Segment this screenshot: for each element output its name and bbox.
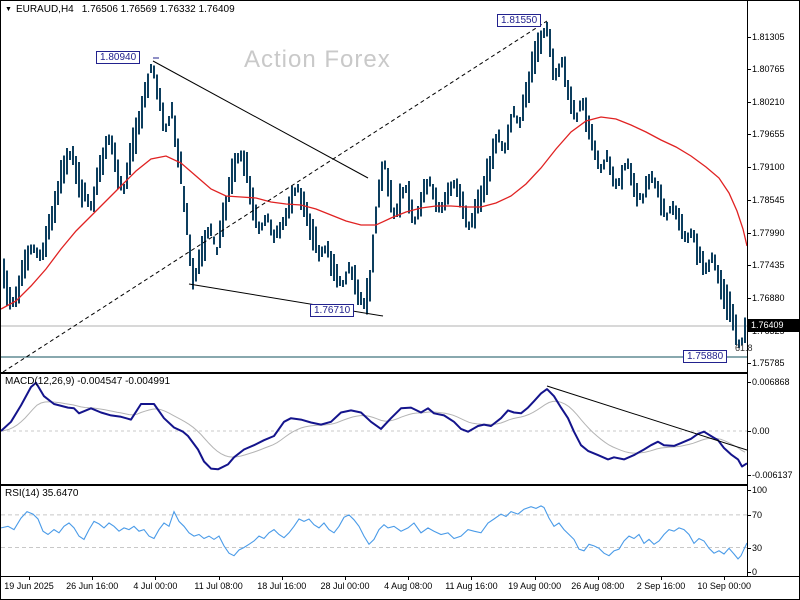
rsi-tick-label: 0 xyxy=(752,567,758,577)
axis-tick xyxy=(747,298,751,299)
axis-tick xyxy=(747,233,751,234)
time-tick-label: 18 Jul 16:00 xyxy=(257,581,307,591)
price-tick-label: 1.75785 xyxy=(752,358,785,368)
time-axis-tick xyxy=(598,577,599,580)
time-axis-tick xyxy=(92,577,93,580)
time-axis-tick xyxy=(155,577,156,580)
axis-tick xyxy=(747,37,751,38)
axis-tick xyxy=(747,69,751,70)
axis-tick xyxy=(747,102,751,103)
time-tick-label: 4 Jul 00:00 xyxy=(133,581,178,591)
ohlc-values: 1.76506 1.76569 1.76332 1.76409 xyxy=(81,4,235,15)
time-axis-tick xyxy=(282,577,283,580)
macd-pane[interactable] xyxy=(1,374,747,484)
axis-tick xyxy=(747,363,751,364)
annotation-low-1[interactable]: 1.76710 xyxy=(310,304,355,317)
time-axis-tick xyxy=(345,577,346,580)
current-price-box: 1.76409 xyxy=(748,319,799,332)
time-tick-label: 26 Aug 08:00 xyxy=(571,581,625,591)
macd-label: MACD(12,26,9) -0.004547 -0.004991 xyxy=(5,376,171,387)
rsi-tick-label: 70 xyxy=(752,510,763,520)
time-tick-label: 28 Jul 00:00 xyxy=(320,581,370,591)
rsi-label: RSI(14) 35.6470 xyxy=(5,488,79,499)
price-pane[interactable] xyxy=(1,1,747,372)
time-axis-tick xyxy=(219,577,220,580)
time-tick-label: 26 Jun 16:00 xyxy=(66,581,119,591)
price-tick-label: 1.79655 xyxy=(752,129,785,139)
time-tick-label: 19 Aug 00:00 xyxy=(508,581,562,591)
symbol-period: EURAUD,H4 xyxy=(15,4,74,15)
chart-title: ▼ EURAUD,H4 1.76506 1.76569 1.76332 1.7640… xyxy=(5,4,235,15)
axis-tick xyxy=(747,265,751,266)
time-tick-label: 19 Jun 2025 xyxy=(4,581,54,591)
symbol-dropdown-icon[interactable]: ▼ xyxy=(5,6,12,13)
pane-separator xyxy=(1,576,799,577)
axis-tick xyxy=(747,475,751,476)
time-axis-tick xyxy=(408,577,409,580)
macd-tick-label: 0.00 xyxy=(752,426,770,436)
price-tick-label: 1.81305 xyxy=(752,32,785,42)
time-axis-tick xyxy=(471,577,472,580)
rsi-tick-label: 100 xyxy=(752,485,768,495)
rsi-pane[interactable] xyxy=(1,486,747,576)
time-axis-tick xyxy=(661,577,662,580)
time-axis-tick xyxy=(29,577,30,580)
price-tick-label: 1.78545 xyxy=(752,195,785,205)
axis-tick xyxy=(747,515,751,516)
axis-border xyxy=(747,1,748,577)
fib-level-label: 61.8 xyxy=(735,343,753,353)
axis-tick xyxy=(747,490,751,491)
annotation-fib-price[interactable]: 1.75880 xyxy=(683,350,728,363)
price-tick-label: 1.80210 xyxy=(752,97,785,107)
macd-tick-label: 0.006868 xyxy=(752,377,790,387)
annotation-high-1[interactable]: 1.80940 xyxy=(96,51,141,64)
annotation-high-2[interactable]: 1.81550 xyxy=(497,14,542,27)
time-tick-label: 2 Sep 16:00 xyxy=(636,581,686,591)
price-tick-label: 1.76880 xyxy=(752,293,785,303)
axis-tick xyxy=(747,548,751,549)
time-axis-tick xyxy=(724,577,725,580)
watermark: Action Forex xyxy=(244,46,391,73)
time-tick-label: 4 Aug 08:00 xyxy=(384,581,433,591)
rsi-tick-label: 30 xyxy=(752,543,763,553)
price-tick-label: 1.80765 xyxy=(752,64,785,74)
time-tick-label: 10 Sep 00:00 xyxy=(697,581,751,591)
macd-tick-label: -0.006137 xyxy=(752,470,793,480)
pane-separator xyxy=(1,372,748,374)
axis-tick xyxy=(747,572,751,573)
price-tick-label: 1.79100 xyxy=(752,162,785,172)
time-tick-label: 11 Aug 16:00 xyxy=(445,581,498,591)
axis-tick xyxy=(747,134,751,135)
axis-tick xyxy=(747,382,751,383)
price-tick-label: 1.77990 xyxy=(752,228,785,238)
axis-tick xyxy=(747,167,751,168)
time-tick-label: 11 Jul 08:00 xyxy=(194,581,243,591)
price-tick-label: 1.77435 xyxy=(752,260,785,270)
time-axis-tick xyxy=(535,577,536,580)
axis-tick xyxy=(747,200,751,201)
axis-tick xyxy=(747,431,751,432)
pane-separator xyxy=(1,484,748,486)
